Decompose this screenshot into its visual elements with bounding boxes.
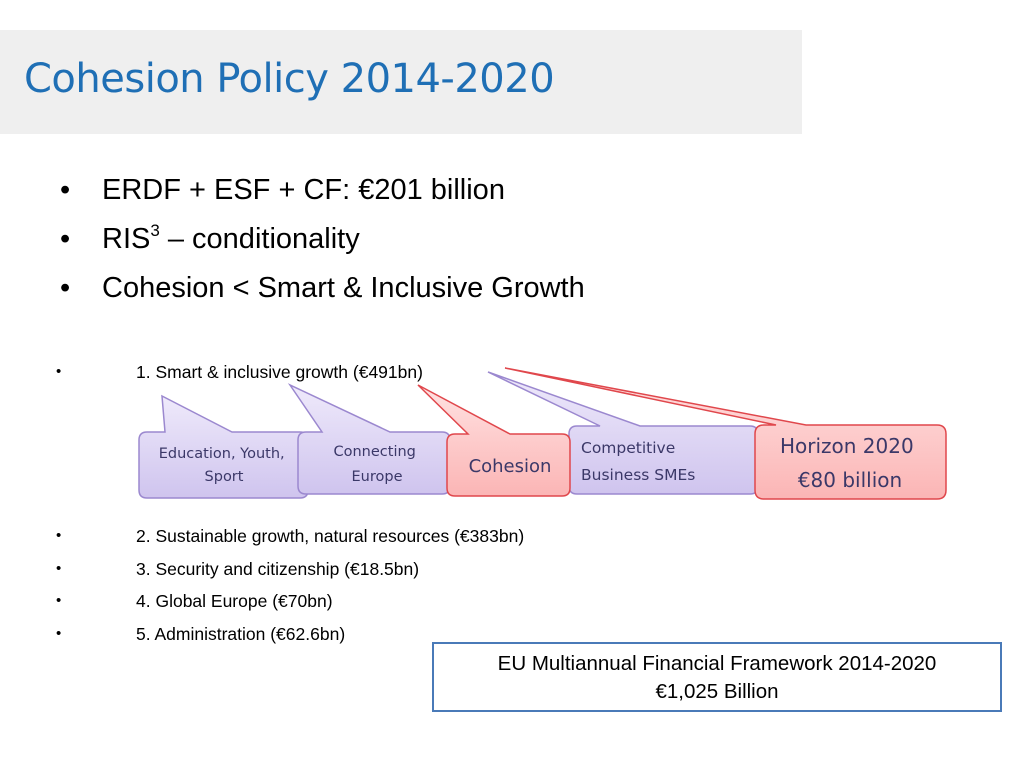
bullet-dot: • bbox=[56, 559, 62, 577]
slide-title: Cohesion Policy 2014-2020 bbox=[24, 56, 555, 102]
bullet-item: • ERDF + ESF + CF: €201 billion bbox=[60, 166, 585, 215]
heading-item: • 2. Sustainable growth, natural resourc… bbox=[56, 520, 524, 553]
svg-text:Competitive Business SME: Competitive Business SMEs bbox=[581, 439, 695, 484]
heading-text: 2. Sustainable growth, natural resources… bbox=[136, 526, 525, 546]
bullet-item: • Cohesion < Smart & Inclusive Growth bbox=[60, 264, 585, 313]
callout-competitive-business-smes: Competitive Business SMEs bbox=[487, 371, 759, 495]
heading-text: 1. Smart & inclusive growth (€491bn) bbox=[136, 362, 423, 382]
callout-label: €80 billion bbox=[798, 468, 902, 492]
callout-cohesion: Cohesion bbox=[417, 384, 571, 497]
heading-item: • 4. Global Europe (€70bn) bbox=[56, 585, 524, 618]
heading-text: 5. Administration (€62.6bn) bbox=[136, 623, 346, 644]
heading-item: • 5. Administration (€62.6bn) bbox=[56, 618, 524, 651]
callout-education-youth-sport: Education, Youth, Sport bbox=[138, 394, 309, 499]
bullet-text: ERDF + ESF + CF: €201 billion bbox=[102, 174, 505, 206]
heading-text: 4. Global Europe (€70bn) bbox=[136, 591, 333, 611]
main-bullet-list: • ERDF + ESF + CF: €201 billion • RIS3 –… bbox=[60, 166, 585, 313]
bullet-item: • RIS3 – conditionality bbox=[60, 215, 585, 264]
callout-label: Education, Youth, bbox=[159, 446, 285, 462]
framework-title: EU Multiannual Financial Framework 2014-… bbox=[497, 652, 937, 675]
bullet-dot: • bbox=[56, 363, 62, 380]
bullet-dot: • bbox=[56, 527, 62, 544]
callout-label: Competitive bbox=[581, 439, 675, 457]
bullet-dot: • bbox=[56, 624, 62, 642]
framework-amount: €1,025 Billion bbox=[655, 680, 779, 703]
callout-label: Business SMEs bbox=[581, 466, 695, 484]
heading-list-first: • 1. Smart & inclusive growth (€491bn) bbox=[56, 356, 423, 389]
svg-text:Cohesion: Cohesion bbox=[469, 456, 552, 477]
callout-label: Europe bbox=[352, 469, 403, 485]
title-band bbox=[0, 30, 802, 134]
bullet-dot: • bbox=[60, 223, 71, 255]
callout-label: Cohesion bbox=[469, 456, 552, 477]
bullet-text: RIS bbox=[102, 223, 151, 255]
callout-connecting-europe: Connecting Europe bbox=[287, 383, 451, 495]
callout-label: Sport bbox=[205, 469, 244, 485]
bullet-text: Cohesion < Smart & Inclusive Growth bbox=[102, 272, 585, 304]
heading-item: • 1. Smart & inclusive growth (€491bn) bbox=[56, 356, 423, 389]
callout-label: Horizon 2020 bbox=[780, 434, 914, 458]
svg-text:Connecting Europe: Connecting Europe bbox=[334, 444, 421, 485]
heading-list-rest: • 2. Sustainable growth, natural resourc… bbox=[56, 520, 524, 650]
bullet-dot: • bbox=[56, 592, 62, 609]
svg-text:Horizon 2020 €80 billion: Horizon 2020 €80 billion bbox=[780, 434, 920, 492]
bullet-text-suffix: – conditionality bbox=[159, 223, 360, 255]
callout-horizon-2020: Horizon 2020 €80 billion bbox=[504, 367, 947, 500]
heading-text: 3. Security and citizenship (€18.5bn) bbox=[136, 558, 420, 579]
heading-item: • 3. Security and citizenship (€18.5bn) bbox=[56, 553, 524, 586]
framework-total-box: EU Multiannual Financial Framework 2014-… bbox=[432, 642, 1002, 712]
svg-text:Education, Youth, Sport: Education, Youth, Sport bbox=[159, 446, 290, 485]
callout-label: Connecting bbox=[334, 444, 416, 460]
bullet-dot: • bbox=[60, 272, 71, 304]
bullet-dot: • bbox=[60, 174, 71, 206]
bullet-superscript: 3 bbox=[150, 221, 160, 240]
